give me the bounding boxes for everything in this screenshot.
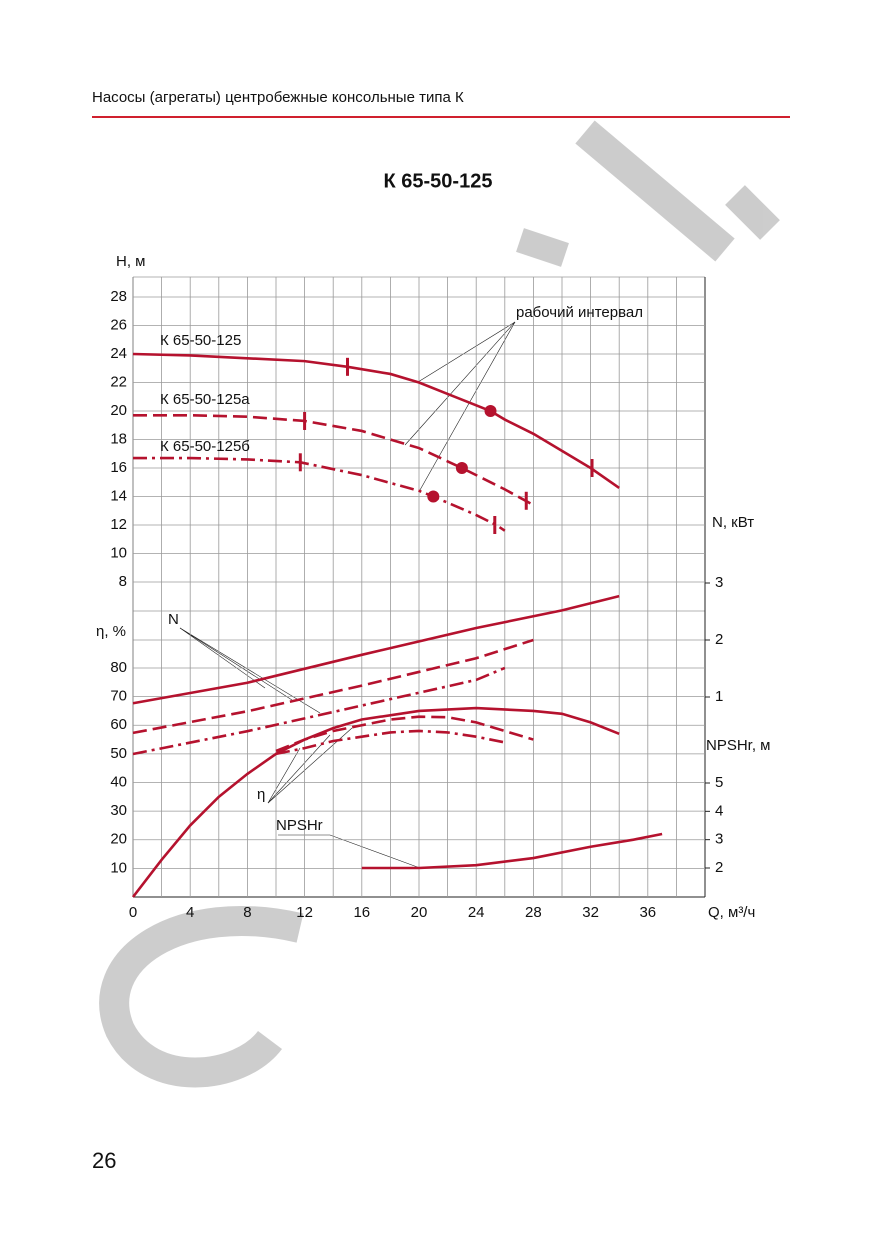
- x-tick-label: 0: [129, 904, 137, 921]
- y-tick-label: 1: [715, 688, 723, 705]
- x-tick-label: 24: [468, 904, 485, 921]
- x-tick-label: 32: [582, 904, 599, 921]
- y-tick-label: 2: [715, 631, 723, 648]
- y-tick-label: 5: [715, 774, 723, 791]
- y-tick-label: 20: [110, 831, 127, 848]
- chart-title: К 65-50-125: [384, 170, 493, 192]
- y-tick-label: 14: [110, 487, 127, 504]
- curve: [132, 638, 534, 735]
- annotation: N: [168, 611, 179, 628]
- leader: [179, 627, 321, 714]
- axis-label: H, м: [116, 253, 145, 270]
- x-tick-label: 20: [411, 904, 428, 921]
- axis-label: N, кВт: [712, 514, 754, 531]
- curve-label: К 65-50-125: [160, 332, 241, 349]
- watermark: [99, 120, 780, 1088]
- page-number: 26: [92, 1148, 116, 1173]
- x-tick-label: 36: [639, 904, 656, 921]
- x-tick-label: 8: [243, 904, 251, 921]
- y-tick-label: 3: [715, 574, 723, 591]
- duty-point: [455, 462, 468, 474]
- axis-label: NPSHr, м: [706, 737, 771, 754]
- annotation: NPSHr: [276, 817, 323, 834]
- curve-label: К 65-50-125б: [160, 438, 250, 455]
- y-tick-label: 80: [110, 659, 127, 676]
- y-tick-label: 60: [110, 716, 127, 733]
- y-tick-label: 10: [110, 544, 127, 561]
- annotation: рабочий интервал: [516, 304, 643, 321]
- leader: [179, 627, 293, 701]
- y-tick-label: 30: [110, 802, 127, 819]
- y-tick-label: 40: [110, 773, 127, 790]
- y-tick-label: 8: [119, 573, 127, 590]
- curve: [132, 666, 506, 756]
- x-tick-label: 12: [296, 904, 313, 921]
- curve: [133, 413, 535, 507]
- y-tick-label: 26: [110, 316, 127, 333]
- curve-label: К 65-50-125а: [160, 391, 250, 408]
- x-tick-label: 16: [353, 904, 370, 921]
- duty-point: [484, 405, 497, 417]
- x-tick-label: 28: [525, 904, 542, 921]
- curve: [275, 729, 506, 756]
- x-axis-label: Q, м³/ч: [708, 904, 755, 921]
- y-tick-label: 24: [110, 345, 127, 362]
- leader: [267, 734, 331, 804]
- axis-label: η, %: [96, 623, 126, 640]
- y-tick-label: 22: [110, 373, 127, 390]
- y-tick-label: 10: [110, 859, 127, 876]
- y-tick-label: 18: [110, 430, 127, 447]
- y-tick-label: 4: [715, 802, 723, 819]
- duty-point: [427, 490, 440, 503]
- curve: [132, 352, 620, 490]
- annotation: η: [257, 786, 265, 803]
- y-tick-label: 12: [110, 516, 127, 533]
- curve: [133, 456, 506, 532]
- y-tick-label: 70: [110, 688, 127, 705]
- leader: [419, 321, 516, 491]
- y-tick-label: 20: [110, 402, 127, 419]
- y-tick-label: 2: [715, 859, 723, 876]
- curve: [275, 715, 534, 753]
- y-tick-label: 50: [110, 745, 127, 762]
- y-tick-label: 3: [715, 831, 723, 848]
- y-tick-label: 16: [110, 459, 127, 476]
- y-tick-label: 28: [110, 288, 127, 305]
- curve: [132, 594, 620, 705]
- header: Насосы (агрегаты) центробежные консольны…: [92, 89, 464, 106]
- x-tick-label: 4: [186, 904, 194, 921]
- curve: [361, 832, 663, 870]
- curve: [131, 706, 620, 898]
